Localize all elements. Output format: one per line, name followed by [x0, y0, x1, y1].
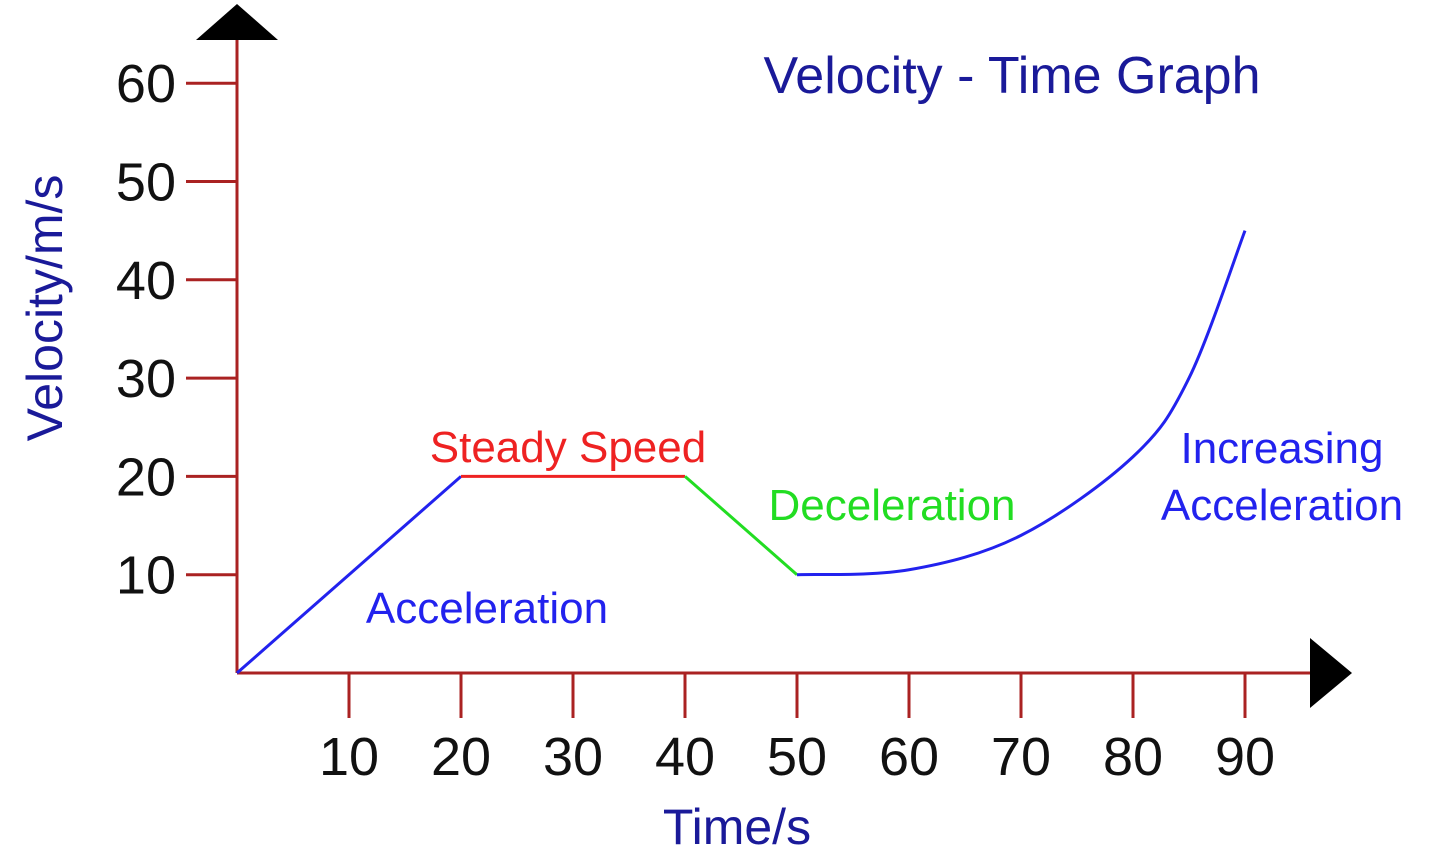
x-tick-label-20: 20: [431, 727, 491, 787]
x-axis-arrow: [1310, 638, 1352, 708]
annotation-increasing-acceleration: Acceleration: [1161, 481, 1403, 530]
x-tick-label-30: 30: [543, 727, 603, 787]
x-tick-label-80: 80: [1103, 727, 1163, 787]
y-tick-label-50: 50: [116, 153, 176, 213]
annotation-acceleration: Acceleration: [366, 584, 608, 633]
chart-title: Velocity - Time Graph: [763, 47, 1260, 105]
x-tick-label-90: 90: [1215, 727, 1275, 787]
series: [236, 230, 1247, 675]
segment-acceleration: [236, 475, 462, 675]
x-tick-label-50: 50: [767, 727, 827, 787]
segment-increasing-acceleration: [796, 230, 1247, 577]
annotation-steady-speed: Steady Speed: [430, 423, 706, 472]
x-tick-label-10: 10: [319, 727, 379, 787]
x-tick-label-70: 70: [991, 727, 1051, 787]
x-tick-label-40: 40: [655, 727, 715, 787]
y-axis-label: Velocity/m/s: [17, 175, 73, 442]
segment-deceleration: [684, 475, 798, 576]
y-tick-label-30: 30: [116, 349, 176, 409]
y-tick-label-10: 10: [116, 546, 176, 606]
x-tick-label-60: 60: [879, 727, 939, 787]
x-axis-label: Time/s: [663, 799, 811, 855]
y-tick-label-20: 20: [116, 447, 176, 507]
y-axis-arrow: [196, 4, 278, 40]
y-tick-label-60: 60: [116, 54, 176, 114]
annotation-increasing: Increasing: [1180, 424, 1383, 473]
axes: [196, 4, 1352, 708]
y-tick-label-40: 40: [116, 251, 176, 311]
annotation-deceleration: Deceleration: [768, 481, 1015, 530]
ticks: 10 20 30 40 50 60 70 80 90 10 20 30 40 50 60: [116, 54, 1275, 787]
